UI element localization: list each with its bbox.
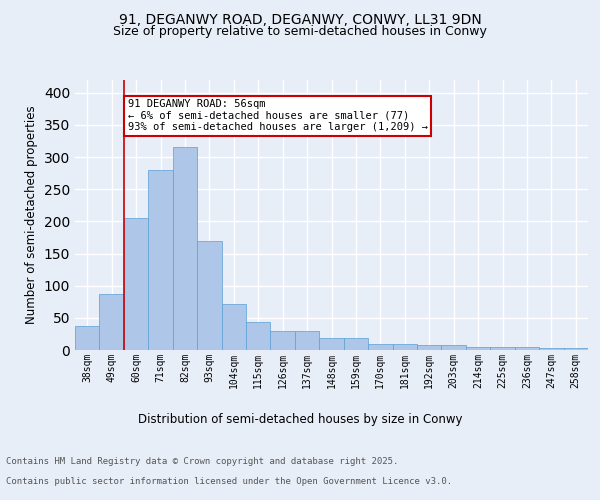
Bar (271, 332, 295, 350)
Text: Contains public sector information licensed under the Open Government Licence v3: Contains public sector information licen… (6, 478, 452, 486)
Bar (368, 344, 392, 350)
Bar (124, 218, 148, 350)
Bar (344, 338, 368, 350)
Bar (173, 148, 197, 350)
Bar (100, 294, 124, 350)
Bar (197, 240, 221, 350)
Bar (295, 332, 319, 350)
Bar (442, 345, 466, 350)
Text: Size of property relative to semi-detached houses in Conwy: Size of property relative to semi-detach… (113, 25, 487, 38)
Text: 91, DEGANWY ROAD, DEGANWY, CONWY, LL31 9DN: 91, DEGANWY ROAD, DEGANWY, CONWY, LL31 9… (119, 12, 481, 26)
Bar (319, 338, 344, 350)
Bar (246, 322, 271, 350)
Bar (75, 326, 100, 350)
Bar (466, 347, 490, 350)
Bar (148, 170, 173, 350)
Bar (563, 348, 588, 350)
Bar (392, 344, 417, 350)
Bar (539, 348, 563, 350)
Y-axis label: Number of semi-detached properties: Number of semi-detached properties (25, 106, 38, 324)
Text: Contains HM Land Registry data © Crown copyright and database right 2025.: Contains HM Land Registry data © Crown c… (6, 458, 398, 466)
Bar (221, 304, 246, 350)
Text: Distribution of semi-detached houses by size in Conwy: Distribution of semi-detached houses by … (138, 412, 462, 426)
Text: 91 DEGANWY ROAD: 56sqm
← 6% of semi-detached houses are smaller (77)
93% of semi: 91 DEGANWY ROAD: 56sqm ← 6% of semi-deta… (128, 100, 428, 132)
Bar (515, 347, 539, 350)
Bar (417, 345, 442, 350)
Bar (490, 347, 515, 350)
